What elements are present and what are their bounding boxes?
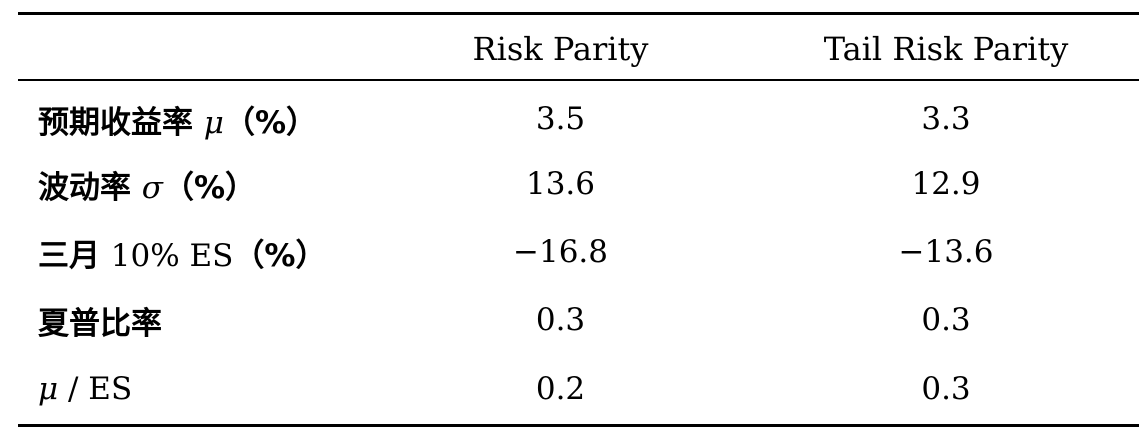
row-label-return-to-es: μ / ES [18, 354, 368, 424]
sigma-symbol: σ [141, 169, 163, 206]
header-cell-tail-risk-parity: Tail Risk Parity [823, 30, 1069, 68]
cell-expected-shortfall-risk-parity: −16.8 [513, 234, 608, 270]
cell-sharpe-ratio-tail-risk-parity: 0.3 [921, 302, 971, 338]
row-label-expected-return: 预期收益率 μ（%） [18, 82, 368, 150]
cell-return-to-es-tail-risk-parity: 0.3 [921, 371, 971, 407]
row-label-es: 10% ES [110, 237, 234, 274]
table-header-row: Risk Parity Tail Risk Parity [18, 12, 1139, 82]
cell-expected-return-tail-risk-parity: 3.3 [921, 101, 971, 137]
cell-volatility-tail-risk-parity: 12.9 [911, 166, 981, 202]
table-row-volatility: 波动率 σ（%） 13.6 12.9 [18, 150, 1139, 218]
cell-expected-return-risk-parity: 3.5 [535, 101, 586, 137]
header-cell-risk-parity: Risk Parity [472, 30, 649, 68]
row-label-volatility: 波动率 σ（%） [18, 150, 368, 218]
cell-return-to-es-risk-parity: 0.2 [535, 371, 586, 407]
row-label-es-ratio: / ES [58, 371, 133, 407]
header-cell-label [18, 12, 368, 82]
row-label-text: 波动率 [38, 169, 142, 206]
row-label-text: 预期收益率 [38, 104, 204, 141]
row-label-expected-shortfall: 三月 10% ES（%） [18, 218, 368, 286]
row-label-unit: （%） [162, 169, 257, 206]
cell-volatility-risk-parity: 13.6 [525, 166, 596, 202]
row-label-text: 夏普比率 [38, 305, 162, 342]
row-label-sharpe-ratio: 夏普比率 [18, 286, 368, 354]
table-header-rule [18, 79, 1139, 81]
row-label-unit: （%） [233, 237, 327, 274]
cell-expected-shortfall-tail-risk-parity: −13.6 [898, 234, 994, 270]
comparison-table: Risk Parity Tail Risk Parity 预期收益率 μ（%） … [18, 12, 1139, 424]
table-row-expected-return: 预期收益率 μ（%） 3.5 3.3 [18, 82, 1139, 150]
table-row-sharpe-ratio: 夏普比率 0.3 0.3 [18, 286, 1139, 354]
table-bottom-rule [18, 424, 1139, 427]
mu-symbol: μ [203, 104, 224, 141]
table-row-return-to-es: μ / ES 0.2 0.3 [18, 354, 1139, 424]
table-top-rule [18, 12, 1139, 15]
table-row-expected-shortfall: 三月 10% ES（%） −16.8 −13.6 [18, 218, 1139, 286]
row-label-unit: （%） [223, 104, 318, 141]
row-label-text: 三月 [38, 237, 111, 274]
mu-symbol: μ [38, 371, 59, 407]
cell-sharpe-ratio-risk-parity: 0.3 [535, 302, 586, 338]
